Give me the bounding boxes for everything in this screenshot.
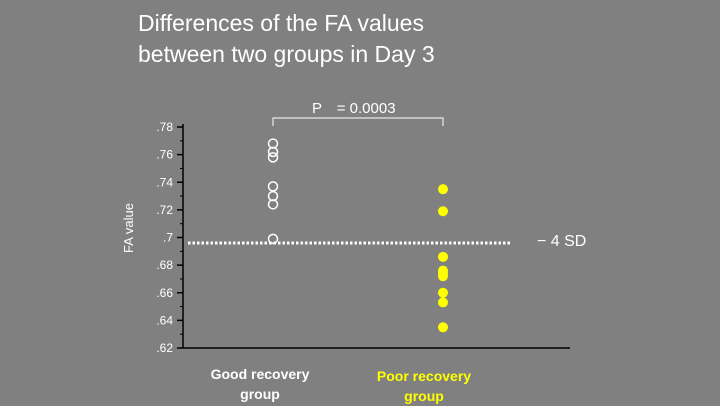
data-point-poor <box>438 271 448 282</box>
sd-label: − 4 SD <box>537 233 587 250</box>
y-ticks: .62 .64 .66 .68 .7 .72 .74 .76 .78 <box>156 120 183 355</box>
category-label-good-line1: Good recovery <box>210 366 310 382</box>
title-line-1: Differences of the FA values <box>138 10 424 36</box>
bracket-line <box>272 117 444 126</box>
y-axis-label: FA value <box>121 203 136 253</box>
data-point-good <box>267 199 279 210</box>
y-tick-label: .74 <box>156 175 173 189</box>
significance-bracket <box>272 117 444 126</box>
data-point-poor <box>438 251 448 262</box>
data-point-poor <box>438 184 448 195</box>
y-tick-label: .64 <box>156 313 173 327</box>
category-label-poor: Poor recovery group <box>344 366 504 406</box>
category-label-good: Good recovery group <box>180 364 340 404</box>
data-point-poor <box>438 297 448 308</box>
y-tick-label: .62 <box>156 341 173 355</box>
data-point-good <box>267 181 279 192</box>
data-point-good <box>267 146 279 158</box>
y-tick-label: .78 <box>156 120 173 134</box>
y-tick-label: .68 <box>156 258 173 272</box>
data-point-poor <box>438 322 448 333</box>
data-point-good <box>267 152 279 163</box>
slide-title: Differences of the FA values between two… <box>138 8 435 70</box>
p-value-label: P = 0.0003 <box>312 100 396 117</box>
y-tick-label: .66 <box>156 286 173 300</box>
y-tick-label: .7 <box>163 231 173 245</box>
axes <box>182 124 570 349</box>
data-point-poor <box>438 287 448 298</box>
data-points <box>267 138 448 333</box>
y-tick-label: .76 <box>156 148 173 162</box>
data-point-good <box>267 233 279 245</box>
title-line-2: between two groups in Day 3 <box>138 41 435 67</box>
data-point-poor <box>438 206 448 217</box>
category-label-poor-line2: group <box>404 388 444 404</box>
category-label-good-line2: group <box>240 386 280 402</box>
y-tick-label: .72 <box>156 203 173 217</box>
category-label-poor-line1: Poor recovery <box>376 368 472 384</box>
